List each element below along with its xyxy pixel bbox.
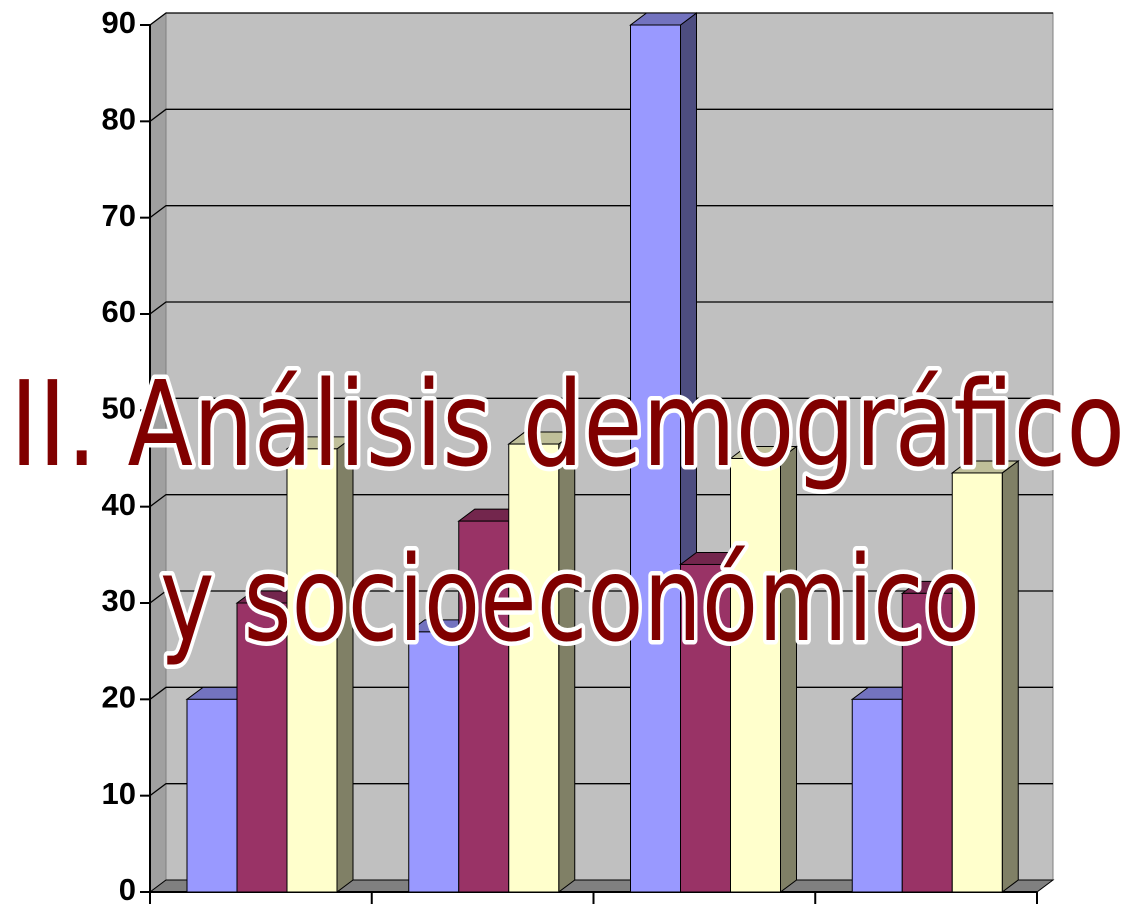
bar-side	[1001, 459, 1019, 893]
y-tick-label: 80	[102, 102, 136, 137]
y-tick-label: 40	[102, 487, 136, 522]
bar-front	[630, 24, 681, 893]
bar-front	[458, 520, 510, 893]
plot-area: 0 10 20 30 40 50 60 70 80 90	[102, 5, 1055, 907]
bar-front	[186, 698, 238, 893]
bar-front	[508, 443, 560, 893]
bar	[950, 459, 1020, 893]
grid-line	[149, 12, 1053, 26]
y-tick-label: 90	[102, 5, 136, 40]
grid-line	[149, 397, 1053, 411]
bar-front	[730, 458, 781, 893]
bar-front	[408, 631, 460, 893]
bar-front	[851, 698, 903, 893]
bar-front	[236, 602, 288, 893]
y-tick-label: 30	[102, 583, 136, 618]
grid-line	[149, 301, 1053, 315]
grid-line	[149, 205, 1053, 219]
bar-front	[951, 472, 1003, 893]
bar-front	[901, 592, 953, 893]
y-tick-label: 50	[102, 391, 136, 426]
annotation: y socioeconómico	[160, 530, 980, 668]
bar	[507, 431, 577, 893]
bar-side	[780, 445, 797, 893]
y-tick-label: 70	[102, 198, 136, 233]
annotation: II. Análisis demográfico	[10, 355, 1125, 493]
y-tick-label: 10	[102, 776, 136, 811]
bars	[185, 12, 1020, 893]
y-tick-label: 20	[102, 680, 136, 715]
y-tick-label: 60	[102, 294, 136, 329]
bar	[729, 445, 798, 893]
grid-line	[149, 108, 1053, 122]
bar	[285, 435, 355, 893]
y-tick-label: 0	[119, 872, 136, 907]
bar-front	[680, 563, 731, 893]
bar-front	[286, 448, 338, 893]
